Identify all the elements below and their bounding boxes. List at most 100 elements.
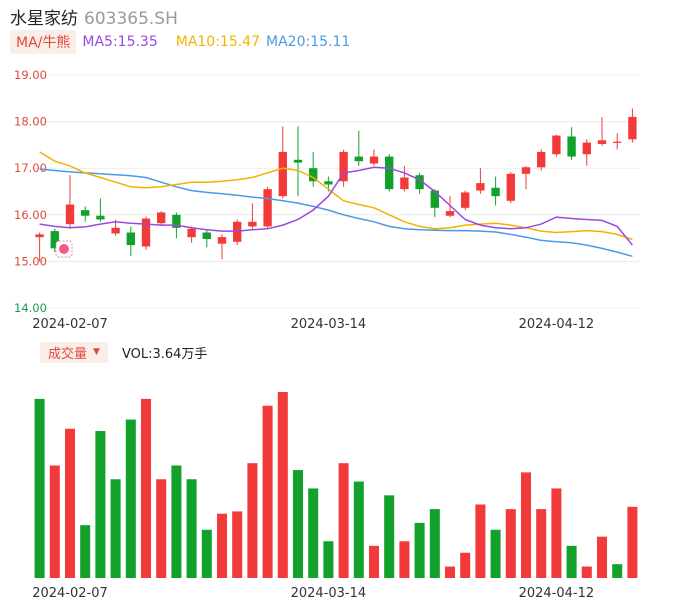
ma5-value: MA5:15.35 [82, 34, 158, 50]
x-tick-label: 2024-04-12 [519, 317, 595, 332]
volume-bar [581, 566, 592, 578]
candle-body [628, 116, 637, 140]
x-tick-label: 2024-03-14 [291, 317, 367, 332]
volume-bar [308, 488, 319, 578]
ma20-value: MA20:15.11 [266, 34, 351, 50]
volume-bar [520, 472, 532, 578]
volume-bar [49, 465, 60, 578]
ma5-line [39, 166, 633, 246]
ma-legend: MA/牛熊 MA5:15.35 MA10:15.47 MA20:15.11 [10, 30, 350, 54]
candle-body [369, 156, 379, 164]
candle-body [354, 156, 363, 162]
volume-bar [201, 529, 212, 578]
candle-body [157, 212, 166, 224]
volume-bar [34, 398, 45, 578]
candle-body [309, 168, 318, 182]
stock-name: 水星家纺 [10, 9, 78, 29]
candle-body [567, 136, 576, 157]
candle-body [187, 228, 196, 238]
candle-body [65, 204, 75, 225]
candle-body [217, 237, 227, 244]
candle-body [476, 183, 485, 191]
candle-body [263, 189, 272, 227]
volume-bar [444, 566, 456, 578]
ma10-value: MA10:15.47 [175, 34, 261, 50]
y-tick-label: 16.00 [14, 208, 47, 222]
x-tick-label: 2024-02-07 [32, 586, 108, 601]
candle-body [521, 167, 531, 174]
volume-bar [216, 513, 228, 578]
volume-bar [536, 509, 547, 578]
volume-bar [551, 488, 562, 578]
candle-body [35, 234, 44, 238]
candle-body [491, 187, 500, 197]
volume-bar [95, 431, 106, 578]
y-tick-label: 17.00 [14, 161, 47, 175]
candle-body [50, 231, 59, 249]
ma-indicator-tab[interactable]: MA/牛熊 [10, 30, 77, 54]
stock-header: 水星家纺 603365.SH [10, 4, 178, 29]
caret-down-icon: ▼ [93, 347, 100, 357]
candle-body [96, 215, 105, 220]
volume-indicator-dropdown[interactable]: 成交量 ▼ [40, 341, 108, 363]
volume-bar [323, 541, 334, 578]
candle-body [111, 227, 120, 234]
volume-bar [627, 506, 638, 578]
volume-bar [490, 529, 501, 578]
ma10-line [39, 151, 633, 241]
volume-bar [232, 511, 243, 578]
volume-bar [475, 504, 486, 578]
candle-body [324, 181, 333, 185]
volume-bar [566, 545, 577, 578]
volume-bar [399, 541, 410, 578]
volume-bar [292, 470, 304, 578]
y-tick-label: 18.00 [14, 115, 47, 129]
volume-bar [384, 495, 395, 578]
volume-bar [64, 428, 76, 578]
volume-bar [429, 509, 440, 578]
ma20-line [39, 168, 633, 258]
candle-body [461, 192, 470, 208]
volume-bar [353, 481, 364, 578]
volume-bar [368, 545, 380, 578]
x-tick-label: 2024-02-07 [32, 317, 108, 332]
event-marker-icon [55, 240, 73, 258]
volume-value: VOL:3.64万手 [121, 346, 208, 362]
volume-bar [171, 465, 182, 578]
candle-body [582, 142, 591, 155]
y-tick-label: 15.00 [14, 254, 47, 268]
candle-body [293, 159, 303, 163]
volume-bar [80, 525, 91, 578]
volume-legend: 成交量 ▼ VOL:3.64万手 [40, 341, 208, 363]
volume-indicator-label: 成交量 [48, 346, 88, 362]
candle-body [400, 177, 409, 190]
candle-body [597, 140, 607, 144]
x-tick-label: 2024-04-12 [519, 586, 595, 601]
y-tick-label: 14.00 [14, 301, 47, 315]
volume-bar [186, 479, 197, 578]
candle-body [385, 156, 394, 190]
stock-code: 603365.SH [84, 9, 178, 29]
candle-body [278, 151, 287, 197]
volume-bar [338, 463, 349, 578]
y-tick-label: 19.00 [14, 68, 47, 82]
volume-bar [156, 479, 167, 578]
candle-body [172, 214, 181, 228]
volume-bar [505, 509, 516, 578]
candle-body [552, 135, 561, 155]
candle-body [613, 141, 622, 143]
candle-body [339, 151, 348, 182]
candle-body [430, 190, 439, 208]
event-marker-dot [59, 244, 69, 254]
candle-body [141, 218, 151, 247]
volume-bar [110, 479, 121, 578]
candle-body [415, 175, 424, 190]
volume-bar [596, 536, 608, 578]
candle-body [506, 173, 515, 201]
candle-body [202, 232, 211, 240]
volume-bar [247, 463, 258, 578]
volume-bar [612, 564, 623, 578]
x-tick-label: 2024-03-14 [291, 586, 367, 601]
volume-bar [140, 398, 152, 578]
